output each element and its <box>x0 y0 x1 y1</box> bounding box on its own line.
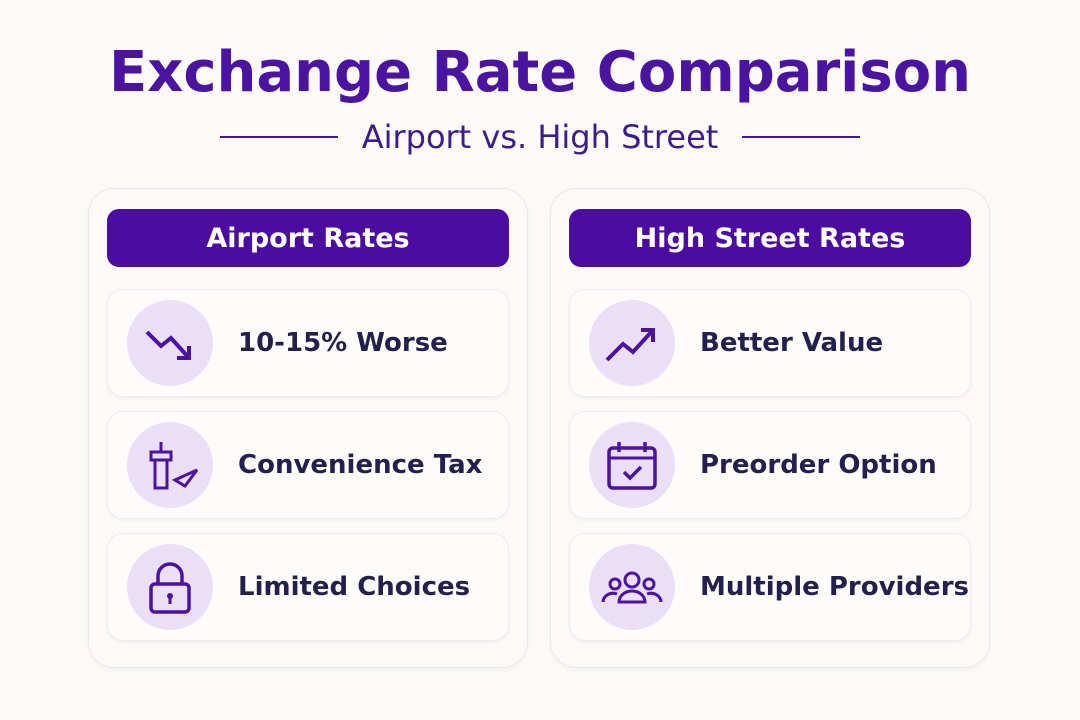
item-card: 10-15% Worse <box>107 289 509 397</box>
icon <box>589 300 675 386</box>
column-card: Airport Rates 10-15% Worse Convenience Tax… <box>88 188 528 668</box>
icon-graphic <box>601 571 663 604</box>
icon-graphic <box>607 442 657 490</box>
column-card: High Street Rates Better Value Preorder Op… <box>550 188 990 668</box>
icon <box>127 300 213 386</box>
column-heading: High Street Rates <box>569 209 971 267</box>
item-card: Convenience Tax <box>107 411 509 519</box>
column-heading: Airport Rates <box>107 209 509 267</box>
rule <box>742 136 861 138</box>
icon-graphic <box>145 330 191 360</box>
item-label: Convenience Tax <box>238 450 483 480</box>
rule <box>219 136 338 138</box>
icon <box>127 422 213 508</box>
item-label: Limited Choices <box>238 572 471 602</box>
subtitle-row: Airport vs. High Street <box>0 118 1080 156</box>
icon <box>589 422 675 508</box>
icon-graphic <box>149 562 191 614</box>
icon <box>127 544 213 630</box>
icon-graphic <box>605 328 655 362</box>
item-label: Preorder Option <box>700 450 937 480</box>
icon <box>589 544 675 630</box>
title: Exchange Rate Comparison <box>108 40 972 105</box>
item-card: Limited Choices <box>107 533 509 641</box>
item-label: Multiple Providers <box>700 572 969 602</box>
item-label: 10-15% Worse <box>238 328 448 358</box>
item-card: Multiple Providers <box>569 533 971 641</box>
icon-graphic <box>149 442 199 490</box>
item-card: Preorder Option <box>569 411 971 519</box>
subtitle: Airport vs. High Street <box>361 118 719 156</box>
item-card: Better Value <box>569 289 971 397</box>
item-label: Better Value <box>700 328 884 358</box>
